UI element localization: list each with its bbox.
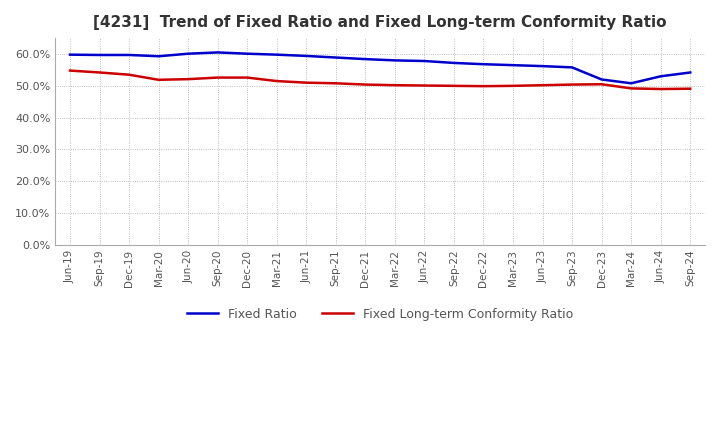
Line: Fixed Long-term Conformity Ratio: Fixed Long-term Conformity Ratio — [70, 70, 690, 89]
Fixed Ratio — [568, 65, 577, 70]
Fixed Ratio — [509, 62, 518, 68]
Fixed Long-term Conformity Ratio — [154, 77, 163, 82]
Fixed Long-term Conformity Ratio — [449, 83, 458, 88]
Fixed Long-term Conformity Ratio — [390, 83, 399, 88]
Fixed Long-term Conformity Ratio — [657, 86, 665, 92]
Legend: Fixed Ratio, Fixed Long-term Conformity Ratio: Fixed Ratio, Fixed Long-term Conformity … — [182, 303, 578, 326]
Fixed Ratio — [95, 52, 104, 58]
Fixed Long-term Conformity Ratio — [125, 72, 133, 77]
Fixed Long-term Conformity Ratio — [627, 86, 636, 91]
Fixed Long-term Conformity Ratio — [420, 83, 428, 88]
Fixed Ratio — [598, 77, 606, 82]
Fixed Ratio — [125, 52, 133, 58]
Fixed Ratio — [657, 73, 665, 79]
Fixed Ratio — [243, 51, 251, 56]
Line: Fixed Ratio: Fixed Ratio — [70, 52, 690, 83]
Fixed Ratio — [627, 81, 636, 86]
Fixed Ratio — [272, 52, 281, 57]
Fixed Ratio — [302, 53, 310, 59]
Fixed Long-term Conformity Ratio — [213, 75, 222, 80]
Fixed Ratio — [686, 70, 695, 75]
Fixed Ratio — [213, 50, 222, 55]
Fixed Long-term Conformity Ratio — [509, 83, 518, 88]
Fixed Long-term Conformity Ratio — [66, 68, 74, 73]
Fixed Long-term Conformity Ratio — [272, 78, 281, 84]
Fixed Ratio — [449, 60, 458, 66]
Title: [4231]  Trend of Fixed Ratio and Fixed Long-term Conformity Ratio: [4231] Trend of Fixed Ratio and Fixed Lo… — [94, 15, 667, 30]
Fixed Long-term Conformity Ratio — [686, 86, 695, 92]
Fixed Long-term Conformity Ratio — [302, 80, 310, 85]
Fixed Long-term Conformity Ratio — [184, 77, 192, 82]
Fixed Long-term Conformity Ratio — [480, 84, 488, 89]
Fixed Ratio — [480, 62, 488, 67]
Fixed Ratio — [184, 51, 192, 56]
Fixed Ratio — [539, 63, 547, 69]
Fixed Ratio — [66, 52, 74, 57]
Fixed Ratio — [420, 59, 428, 64]
Fixed Long-term Conformity Ratio — [243, 75, 251, 80]
Fixed Long-term Conformity Ratio — [539, 83, 547, 88]
Fixed Ratio — [361, 56, 369, 62]
Fixed Long-term Conformity Ratio — [568, 82, 577, 87]
Fixed Long-term Conformity Ratio — [361, 82, 369, 87]
Fixed Long-term Conformity Ratio — [598, 81, 606, 87]
Fixed Ratio — [331, 55, 340, 60]
Fixed Long-term Conformity Ratio — [331, 81, 340, 86]
Fixed Ratio — [390, 58, 399, 63]
Fixed Long-term Conformity Ratio — [95, 70, 104, 75]
Fixed Ratio — [154, 54, 163, 59]
